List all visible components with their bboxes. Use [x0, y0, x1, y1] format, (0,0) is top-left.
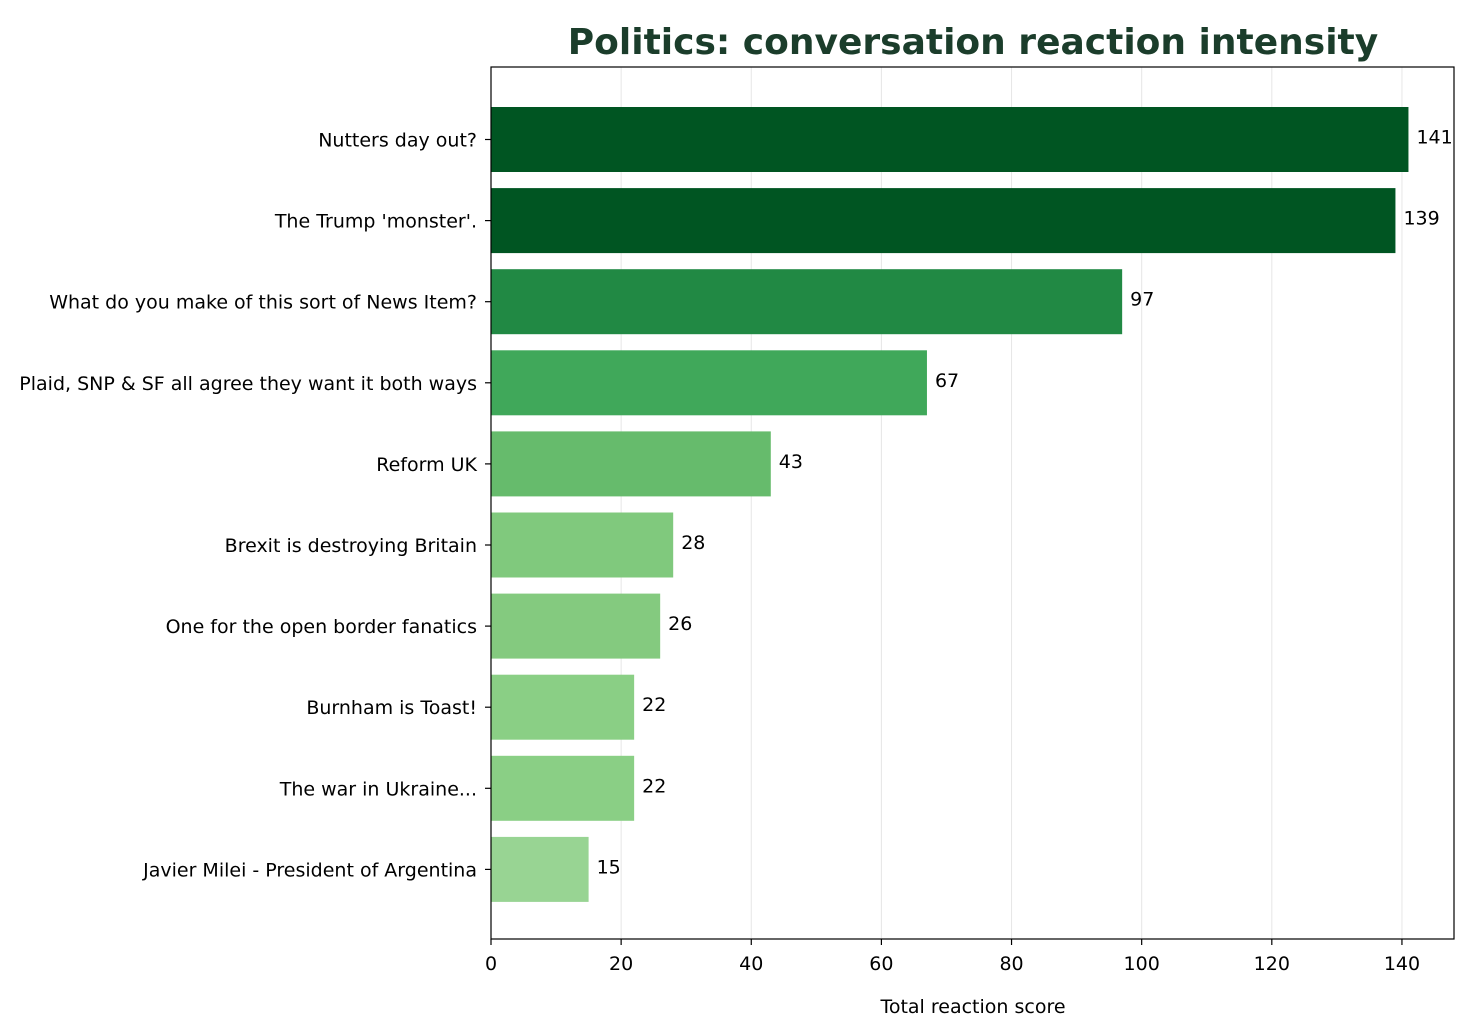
category-label: Nutters day out? — [318, 130, 477, 152]
value-label: 141 — [1416, 127, 1452, 149]
chart-title: Politics: conversation reaction intensit… — [568, 22, 1378, 63]
x-tick-label: 100 — [1124, 953, 1160, 975]
category-label: One for the open border fanatics — [166, 616, 477, 638]
value-label: 97 — [1130, 289, 1154, 311]
bar — [491, 755, 635, 821]
value-label: 22 — [642, 694, 666, 716]
value-labels: 141 139 97 67 43 28 26 22 22 15 — [597, 127, 1453, 879]
bar — [491, 188, 1396, 254]
x-axis-label: Total reaction score — [879, 996, 1065, 1018]
x-tick-label: 60 — [869, 953, 893, 975]
value-label: 67 — [935, 370, 959, 392]
x-tick-label: 80 — [999, 953, 1023, 975]
x-axis-ticks: 0 20 40 60 80 100 120 140 — [485, 939, 1420, 975]
category-label: Burnham is Toast! — [306, 697, 477, 719]
bar — [491, 431, 771, 497]
value-label: 22 — [642, 775, 666, 797]
category-label: Plaid, SNP & SF all agree they want it b… — [19, 373, 477, 395]
bar — [491, 269, 1123, 335]
category-label: Javier Milei - President of Argentina — [142, 859, 477, 881]
value-label: 43 — [779, 451, 803, 473]
x-tick-label: 20 — [609, 953, 633, 975]
value-label: 26 — [668, 613, 692, 635]
bar — [491, 512, 674, 578]
bar — [491, 107, 1409, 172]
category-label: The Trump 'monster'. — [274, 211, 477, 233]
x-tick-label: 120 — [1254, 953, 1290, 975]
category-labels: Nutters day out? The Trump 'monster'. What… — [19, 130, 491, 881]
category-label: What do you make of this sort of News It… — [49, 292, 477, 314]
value-label: 139 — [1403, 208, 1439, 230]
bars-group — [491, 107, 1409, 902]
category-label: Reform UK — [376, 454, 477, 476]
bar — [491, 836, 589, 902]
x-tick-label: 0 — [485, 953, 497, 975]
value-label: 15 — [597, 856, 621, 878]
bar — [491, 350, 927, 416]
category-label: The war in Ukraine... — [279, 778, 477, 800]
bar — [491, 674, 635, 740]
plot-frame — [490, 66, 1455, 940]
category-label: Brexit is destroying Britain — [225, 535, 477, 557]
x-tick-label: 40 — [739, 953, 763, 975]
x-tick-label: 140 — [1384, 953, 1420, 975]
bar — [491, 593, 661, 659]
value-label: 28 — [681, 532, 705, 554]
